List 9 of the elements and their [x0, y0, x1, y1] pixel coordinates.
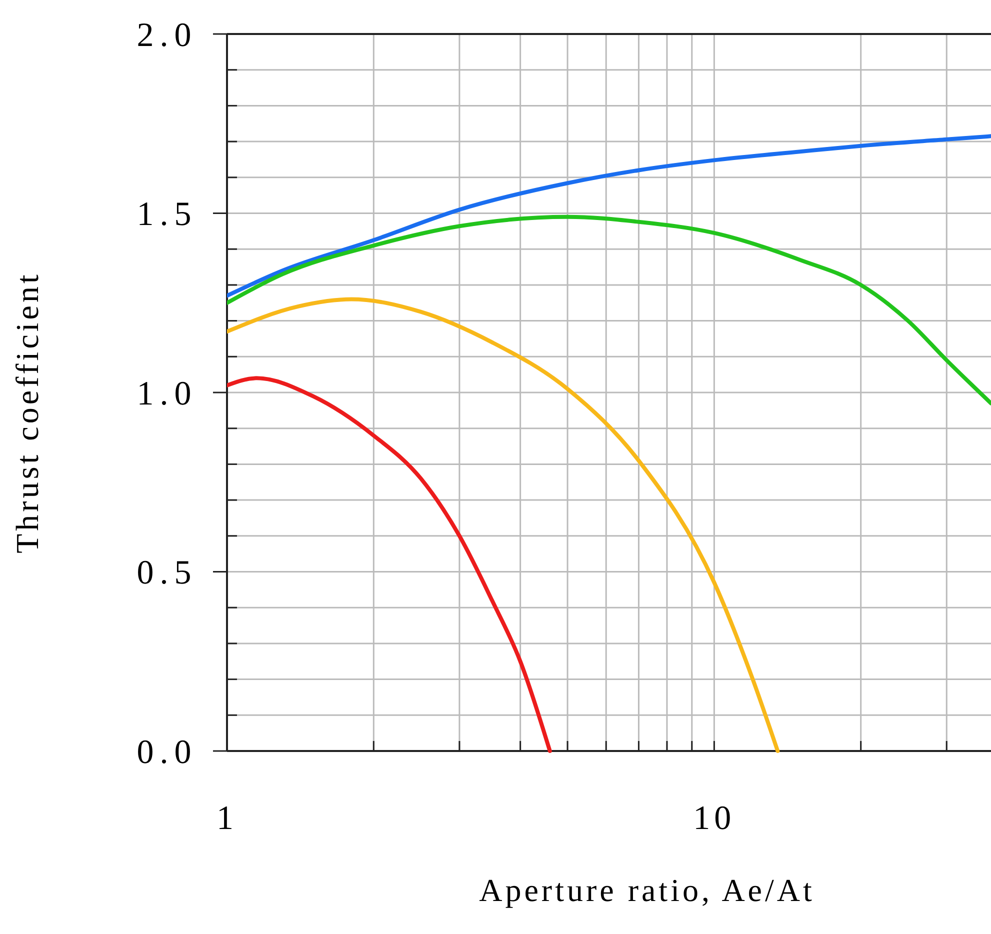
x-axis-title: Aperture ratio, Ae/At — [479, 872, 815, 908]
x-tick-label: 10 — [693, 800, 736, 837]
y-tick-label: 1.5 — [136, 196, 198, 234]
y-axis-title: Thrust coefficient — [9, 272, 45, 554]
y-tick-label: 0.0 — [136, 734, 198, 771]
y-tick-label: 1.0 — [136, 375, 198, 412]
y-tick-label: 0.5 — [136, 554, 198, 592]
y-tick-label: 2.0 — [136, 16, 198, 54]
x-tick-label: 1 — [216, 800, 238, 837]
